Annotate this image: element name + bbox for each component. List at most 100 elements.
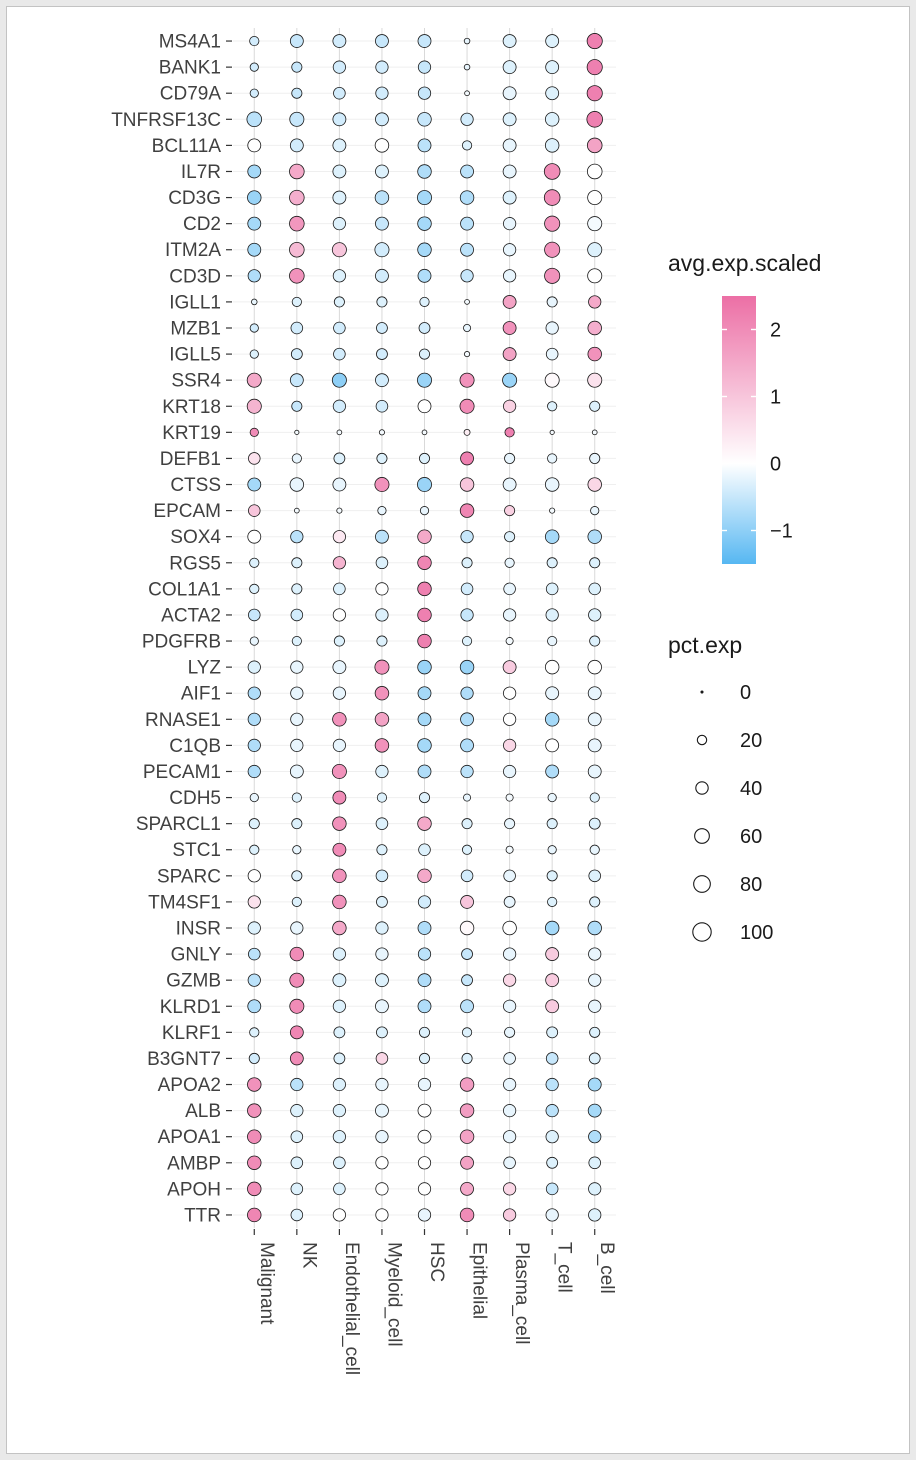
expression-dot bbox=[418, 452, 430, 464]
gene-label: RNASE1 bbox=[145, 710, 221, 731]
gene-label: LYZ bbox=[188, 658, 222, 679]
expression-dot bbox=[503, 1156, 516, 1170]
expression-dot bbox=[591, 429, 598, 436]
expression-dot bbox=[588, 947, 602, 961]
expression-dot bbox=[247, 477, 262, 492]
expression-dot bbox=[587, 712, 602, 727]
gene-label: C1QB bbox=[169, 736, 221, 757]
gene-label: GNLY bbox=[171, 945, 222, 966]
expression-dot bbox=[375, 556, 389, 570]
expression-dot bbox=[417, 816, 432, 831]
expression-dot bbox=[545, 947, 560, 961]
size-legend-tick-label: 0 bbox=[740, 682, 751, 704]
gene-label: EPCAM bbox=[153, 501, 221, 522]
expression-dot bbox=[503, 582, 516, 596]
expression-dot bbox=[502, 164, 517, 179]
expression-dot bbox=[332, 790, 347, 805]
expression-dot bbox=[587, 1103, 602, 1118]
expression-dot bbox=[460, 530, 474, 544]
expression-dot bbox=[417, 895, 432, 909]
expression-dot bbox=[503, 764, 517, 779]
expression-dot bbox=[417, 372, 432, 388]
expression-dot bbox=[545, 999, 560, 1014]
expression-dot bbox=[289, 138, 304, 153]
expression-dot bbox=[503, 999, 517, 1013]
expression-dot bbox=[504, 505, 516, 517]
expression-dot bbox=[504, 531, 516, 543]
expression-dot bbox=[332, 920, 347, 936]
expression-dot bbox=[375, 1077, 389, 1092]
expression-dot bbox=[376, 1026, 388, 1039]
expression-dot bbox=[587, 242, 603, 258]
expression-dot bbox=[586, 59, 603, 76]
expression-dot bbox=[290, 738, 304, 752]
expression-dot bbox=[503, 896, 516, 908]
color-legend-tick-label: 0 bbox=[770, 454, 781, 476]
expression-dot bbox=[417, 164, 432, 179]
expression-dot bbox=[417, 659, 432, 675]
expression-dot bbox=[545, 582, 559, 596]
expression-dot bbox=[247, 921, 261, 935]
expression-dot bbox=[502, 34, 517, 48]
expression-dot bbox=[289, 477, 305, 492]
expression-dot bbox=[544, 920, 560, 936]
expression-dot bbox=[545, 34, 560, 48]
expression-dot bbox=[417, 86, 432, 100]
expression-dot bbox=[460, 738, 474, 753]
expression-dot bbox=[247, 1207, 262, 1223]
expression-dot bbox=[336, 429, 343, 436]
expression-dot bbox=[546, 557, 558, 569]
expression-dot bbox=[249, 792, 259, 803]
expression-dot bbox=[587, 764, 602, 779]
celltype-label: NK bbox=[298, 1242, 319, 1269]
expression-dot bbox=[588, 1052, 601, 1065]
expression-dot bbox=[332, 138, 347, 153]
gridlines bbox=[233, 28, 616, 1228]
expression-dot bbox=[545, 1130, 559, 1144]
gene-label: CD3G bbox=[168, 188, 221, 209]
expression-dot bbox=[249, 35, 260, 47]
gene-label: COL1A1 bbox=[148, 579, 221, 600]
expression-dot bbox=[419, 296, 430, 307]
expression-dot bbox=[505, 637, 514, 646]
expression-dot bbox=[504, 452, 516, 464]
gene-label: APOA1 bbox=[158, 1127, 221, 1148]
expression-dot bbox=[332, 1077, 346, 1092]
expression-dot bbox=[417, 1103, 432, 1118]
expression-dot bbox=[248, 452, 261, 465]
expression-dot bbox=[463, 37, 471, 45]
expression-dot bbox=[247, 1077, 262, 1092]
expression-dot bbox=[417, 633, 432, 649]
expression-dot bbox=[374, 190, 390, 205]
expression-dot bbox=[545, 738, 560, 753]
expression-dot bbox=[544, 241, 561, 258]
expression-dot bbox=[417, 947, 432, 961]
expression-dot bbox=[502, 138, 517, 153]
expression-dot bbox=[544, 712, 560, 727]
expression-dot bbox=[459, 190, 475, 205]
expression-dot bbox=[247, 269, 261, 283]
expression-dot bbox=[502, 295, 517, 309]
expression-dot bbox=[460, 242, 474, 257]
expression-dot bbox=[464, 299, 470, 305]
expression-dot bbox=[378, 429, 385, 436]
gene-label: SPARC bbox=[157, 866, 221, 887]
gene-label: ITM2A bbox=[165, 240, 221, 261]
expression-dot bbox=[588, 999, 602, 1013]
expression-dot bbox=[332, 608, 346, 622]
expression-dot bbox=[545, 60, 560, 75]
expression-dot bbox=[459, 398, 475, 414]
expression-dot bbox=[289, 111, 305, 127]
expression-dot bbox=[375, 1130, 389, 1144]
expression-dot bbox=[291, 870, 303, 882]
expression-dot bbox=[249, 557, 260, 568]
gene-label: CD79A bbox=[160, 84, 222, 105]
expression-dot bbox=[460, 999, 474, 1014]
gene-label: MZB1 bbox=[170, 319, 221, 340]
expression-dot bbox=[249, 349, 259, 359]
expression-dot bbox=[421, 429, 428, 436]
expression-dot bbox=[331, 242, 347, 258]
expression-dot bbox=[464, 351, 471, 358]
expression-dot bbox=[289, 215, 305, 232]
expression-dot bbox=[375, 947, 389, 961]
